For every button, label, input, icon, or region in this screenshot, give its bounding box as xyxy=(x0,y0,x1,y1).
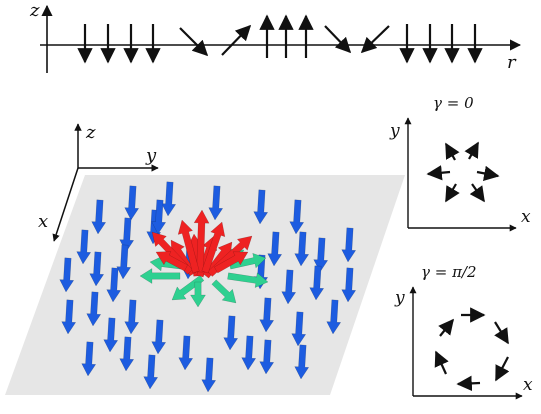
spin-cone-arrow xyxy=(61,299,77,335)
spin-arrow xyxy=(324,25,352,54)
radial-arrow xyxy=(476,165,500,181)
radial-arrow xyxy=(426,165,451,181)
spin-cone-arrow xyxy=(281,269,297,305)
tangential-arrow xyxy=(494,321,509,345)
radial-panel-title: γ = 0 xyxy=(433,94,474,112)
spin-cone-arrow xyxy=(103,317,119,353)
spin-cone-arrow xyxy=(161,181,177,217)
spin-cone-arrow xyxy=(124,299,140,335)
spin-cone-arrow xyxy=(190,281,206,308)
texture-z-label: z xyxy=(85,122,96,143)
background-spins xyxy=(59,181,357,393)
spin-cone-arrow xyxy=(106,267,122,303)
spin-cone-arrow xyxy=(155,251,188,272)
spin-cone-arrow xyxy=(241,335,257,371)
spin-cone-arrow xyxy=(119,217,135,253)
tangential-panel: γ = π/2 y x xyxy=(394,263,533,400)
texture-x-label: x xyxy=(38,211,48,232)
spin-cone-arrow xyxy=(91,199,107,235)
spin-cone-arrow xyxy=(253,189,269,225)
tangential-arrow xyxy=(456,375,481,392)
tangential-y-label: y xyxy=(394,288,405,308)
spin-cone-arrow xyxy=(267,231,283,267)
spin-cone-arrow xyxy=(313,237,329,273)
spin-cone-arrow xyxy=(326,299,342,335)
radial-arrows xyxy=(426,141,500,203)
radial-x-label: x xyxy=(521,207,531,227)
radial-arrow xyxy=(445,183,460,203)
tangential-arrow xyxy=(495,356,510,382)
spin-cone-arrow xyxy=(294,231,310,267)
spin-cone-arrow xyxy=(291,311,307,347)
spin-cone-arrow xyxy=(177,219,200,274)
radial-y-label: y xyxy=(389,121,400,141)
spin-cone-arrow xyxy=(139,268,181,284)
spin-cone-arrow xyxy=(213,251,249,274)
texture-panel: z y x xyxy=(5,122,405,395)
core-spins xyxy=(151,209,253,279)
profile-z-label: z xyxy=(29,0,40,21)
spin-cone-arrow xyxy=(89,251,105,287)
spin-arrow xyxy=(221,24,252,56)
profile-r-label: r xyxy=(507,52,517,73)
spin-cone-arrow xyxy=(341,267,357,303)
spin-cone-arrow xyxy=(119,336,135,372)
tangential-arrows xyxy=(434,307,510,392)
spin-cone-arrow xyxy=(86,291,102,327)
spin-cone-arrow xyxy=(259,297,275,333)
texture-y-label: y xyxy=(145,145,157,166)
spin-cone-arrow xyxy=(81,341,97,377)
spin-cone-arrow xyxy=(341,227,357,263)
spin-cone-arrow xyxy=(294,344,310,380)
radial-arrow xyxy=(464,141,479,160)
radial-arrow xyxy=(469,183,485,203)
spin-cone-arrow xyxy=(143,354,159,390)
profile-panel: z r xyxy=(29,0,522,73)
spin-cone-arrow xyxy=(178,335,194,371)
spin-cone-arrow xyxy=(76,229,92,265)
tangential-arrow xyxy=(434,350,449,375)
spin-cone-arrow xyxy=(208,185,224,221)
spin-arrow xyxy=(179,27,209,57)
spin-cone-arrow xyxy=(223,315,239,351)
spin-cone-arrow xyxy=(309,265,325,301)
radial-arrow xyxy=(445,142,460,161)
spin-cone-arrow xyxy=(289,199,305,235)
tangential-x-label: x xyxy=(523,375,533,395)
spin-cone-arrow xyxy=(201,221,226,274)
tangential-arrow xyxy=(438,318,454,337)
spin-cone-arrow xyxy=(151,319,167,355)
spin-cone-arrow xyxy=(259,339,275,375)
texture-x-axis xyxy=(52,167,79,242)
spin-cone-arrow xyxy=(151,199,167,235)
spin-cone-arrow xyxy=(211,279,237,304)
spin-cone-arrow xyxy=(124,185,140,221)
spin-arrow xyxy=(360,25,390,54)
spin-cone-arrow xyxy=(59,257,75,293)
radial-panel: γ = 0 y x xyxy=(389,94,531,232)
profile-spin-arrows xyxy=(77,14,483,64)
spin-cone-arrow xyxy=(116,244,132,280)
tangential-panel-title: γ = π/2 xyxy=(421,263,477,281)
spin-cone-arrow xyxy=(201,357,217,393)
spin-cone-arrow xyxy=(227,272,269,289)
